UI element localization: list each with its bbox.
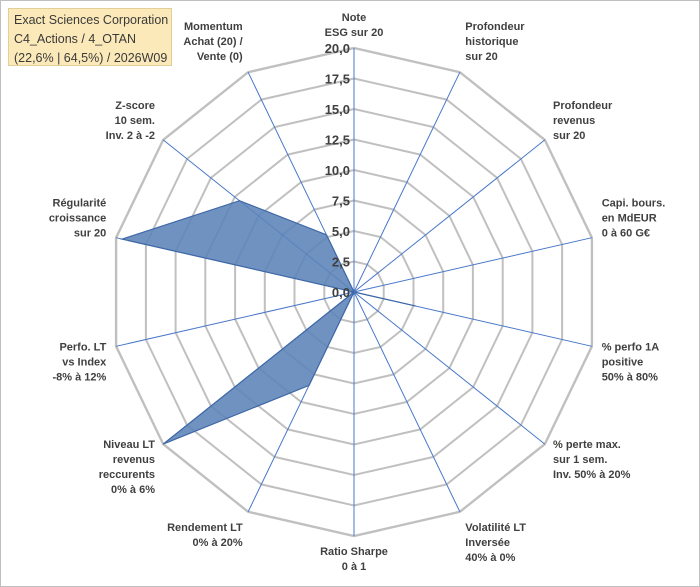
chart-title-box: Exact Sciences Corporation C4_Actions / … xyxy=(8,8,172,66)
axis-label: Z-score 10 sem. Inv. 2 à -2 xyxy=(106,100,155,142)
axis-label-line: Perfo. LT xyxy=(59,341,106,353)
axis-label-line: Capi. bours. xyxy=(602,198,666,210)
tick-label: 5,0 xyxy=(332,224,350,239)
axis-label-line: reccurents xyxy=(99,469,155,481)
axis-label-line: sur 1 sem. xyxy=(553,454,607,466)
axis-label-line: positive xyxy=(602,356,644,368)
tick-label: 10,0 xyxy=(325,163,350,178)
axis-label-line: Inv. 2 à -2 xyxy=(106,130,155,142)
axis-spoke xyxy=(353,291,546,445)
axis-label-line: Z-score xyxy=(115,100,155,112)
axis-label-line: sur 20 xyxy=(465,51,497,63)
axis-spoke xyxy=(115,291,355,347)
data-series-area xyxy=(119,200,416,445)
axis-label-line: Profondeur xyxy=(465,21,525,33)
axis-label-line: Vente (0) xyxy=(197,51,243,63)
axis-spoke xyxy=(353,71,461,293)
axis-label: Régularité croissance sur 20 xyxy=(49,198,106,240)
axis-label-line: Inversée xyxy=(465,537,510,549)
axis-label-line: sur 20 xyxy=(74,228,106,240)
tick-label: 15,0 xyxy=(325,102,350,117)
axis-label-line: % perfo 1A xyxy=(602,341,660,353)
tick-label: 0,0 xyxy=(332,285,350,300)
axis-label-line: Momentum xyxy=(184,21,243,33)
title-line-stats: (22,6% | 64,5%) / 2026W09 xyxy=(14,51,168,65)
axis-label-line: en MdEUR xyxy=(602,213,657,225)
axis-label: Momentum Achat (20) / Vente (0) xyxy=(183,21,243,63)
tick-label: 20,0 xyxy=(325,41,350,56)
axis-label-line: ESG sur 20 xyxy=(325,27,384,39)
axis-label-line: Régularité xyxy=(53,198,107,210)
axis-label: Rendement LT 0% à 20% xyxy=(167,522,243,549)
axis-label: Volatilité LT Inversée 40% à 0% xyxy=(465,522,526,564)
axis-label-line: revenus xyxy=(553,115,595,127)
axis-label-line: revenus xyxy=(113,454,155,466)
axis-label-line: Volatilité LT xyxy=(465,522,526,534)
axis-label-line: % perte max. xyxy=(553,439,621,451)
axis-label-line: 40% à 0% xyxy=(465,552,515,564)
axis-label-line: 0% à 20% xyxy=(193,537,243,549)
axis-spoke xyxy=(353,291,461,513)
tick-label: 7,5 xyxy=(332,194,350,209)
axis-label: Niveau LT revenus reccurents 0% à 6% xyxy=(99,439,156,496)
axis-label: % perte max. sur 1 sem. Inv. 50% à 20% xyxy=(553,439,631,481)
axis-spoke xyxy=(353,139,546,293)
axis-label-line: 0 à 1 xyxy=(342,561,366,573)
axis-label-line: Profondeur xyxy=(553,100,613,112)
tick-label: 17,5 xyxy=(325,72,350,87)
axis-label-line: historique xyxy=(465,36,518,48)
axis-label-line: 50% à 80% xyxy=(602,371,658,383)
axis-label-line: 0 à 60 G€ xyxy=(602,228,650,240)
title-line-category: C4_Actions / 4_OTAN xyxy=(14,32,137,46)
axis-label: Profondeur historique sur 20 xyxy=(465,21,525,63)
axis-label-line: sur 20 xyxy=(553,130,585,142)
axis-label-line: Niveau LT xyxy=(103,439,155,451)
axis-label-line: Ratio Sharpe xyxy=(320,546,388,558)
title-line-company: Exact Sciences Corporation xyxy=(14,13,169,27)
axis-label-line: -8% à 12% xyxy=(52,371,106,383)
axis-label-line: 10 sem. xyxy=(115,115,155,127)
tick-label: 12,5 xyxy=(325,133,350,148)
axis-label: % perfo 1A positive 50% à 80% xyxy=(602,341,660,383)
axis-label: Profondeur revenus sur 20 xyxy=(553,100,613,142)
axis-label-line: Inv. 50% à 20% xyxy=(553,469,631,481)
axis-spoke xyxy=(353,237,593,293)
axis-label: Perfo. LT vs Index -8% à 12% xyxy=(52,341,107,383)
axis-label-line: Note xyxy=(342,12,366,24)
axis-label-line: Achat (20) / xyxy=(183,36,242,48)
tick-label: 2,5 xyxy=(332,255,350,270)
axis-label: Note ESG sur 20 xyxy=(325,12,384,39)
axis-label: Ratio Sharpe 0 à 1 xyxy=(320,546,388,573)
axis-label-line: 0% à 6% xyxy=(111,484,155,496)
axis-label: Capi. bours. en MdEUR 0 à 60 G€ xyxy=(602,198,666,240)
axis-label-line: croissance xyxy=(49,213,106,225)
axis-label-line: vs Index xyxy=(62,356,107,368)
axis-label-line: Rendement LT xyxy=(167,522,243,534)
